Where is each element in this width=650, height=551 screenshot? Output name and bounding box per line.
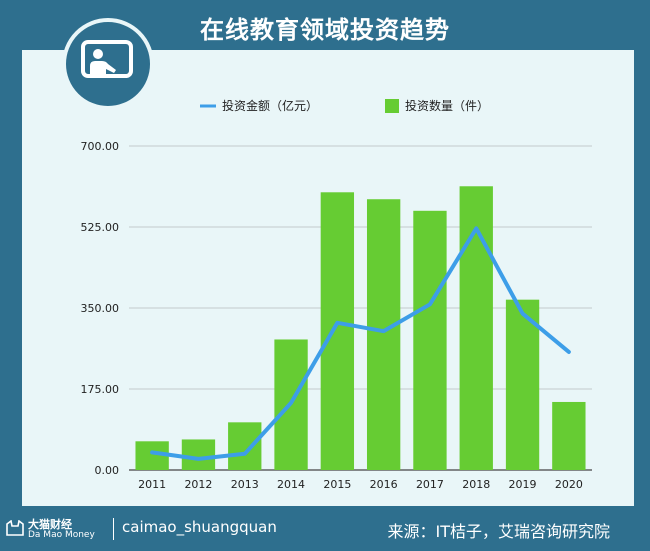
x-tick-label: 2011 <box>138 478 166 491</box>
brand-name-cn: 大猫财经 <box>28 518 72 531</box>
footer-separator <box>113 518 114 540</box>
x-tick-label: 2015 <box>323 478 351 491</box>
brand-name-en: Da Mao Money <box>28 530 95 540</box>
bar <box>181 439 216 470</box>
bar <box>228 422 262 470</box>
y-tick-label: 700.00 <box>81 140 120 153</box>
teacher-board-icon <box>62 18 154 110</box>
x-tick-label: 2012 <box>184 478 212 491</box>
chart-title: 在线教育领域投资趋势 <box>200 16 450 44</box>
bars <box>135 186 586 471</box>
x-tick-label: 2016 <box>370 478 398 491</box>
line-series <box>150 226 571 461</box>
bar <box>413 210 447 471</box>
cat-logo-icon <box>6 519 24 536</box>
brand: 大猫财经 Da Mao Money <box>28 518 95 540</box>
x-tick-label: 2019 <box>509 478 537 491</box>
y-tick-label: 350.00 <box>81 302 120 315</box>
footer: 大猫财经 Da Mao Money caimao_shuangquan 来源：I… <box>0 508 650 551</box>
x-tick-label: 2013 <box>231 478 259 491</box>
y-tick-label: 525.00 <box>81 221 120 234</box>
teacher-board-icon-svg <box>81 40 133 78</box>
chart-svg: 投资金额（亿元） 投资数量（件） 0.00 175.00 350.00 525.00 7… <box>81 98 592 491</box>
y-tick-label: 0.00 <box>95 464 120 477</box>
x-axis: 2011 2012 2013 2014 2015 2016 2017 2018 2019 2020 <box>138 478 583 491</box>
legend-bar-swatch <box>385 99 399 113</box>
source-note: 来源：IT桔子，艾瑞咨询研究院 <box>387 522 611 541</box>
bar <box>366 199 401 470</box>
x-tick-label: 2018 <box>462 478 490 491</box>
legend: 投资金额（亿元） 投资数量（件） <box>200 98 489 113</box>
y-tick-label: 175.00 <box>81 383 120 396</box>
bar <box>505 299 540 470</box>
bar <box>459 186 493 471</box>
social-handle: caimao_shuangquan <box>122 518 277 536</box>
chart-panel: 投资金额（亿元） 投资数量（件） 0.00 175.00 350.00 525.00 7… <box>22 18 634 506</box>
bar <box>552 401 586 470</box>
series-line <box>150 226 571 461</box>
x-tick-label: 2020 <box>555 478 583 491</box>
x-tick-label: 2014 <box>277 478 305 491</box>
legend-bar-label: 投资数量（件） <box>405 98 489 113</box>
x-tick-label: 2017 <box>416 478 444 491</box>
y-axis: 0.00 175.00 350.00 525.00 700.00 <box>81 140 120 477</box>
legend-line-label: 投资金额（亿元） <box>222 98 318 113</box>
bar <box>320 192 355 471</box>
